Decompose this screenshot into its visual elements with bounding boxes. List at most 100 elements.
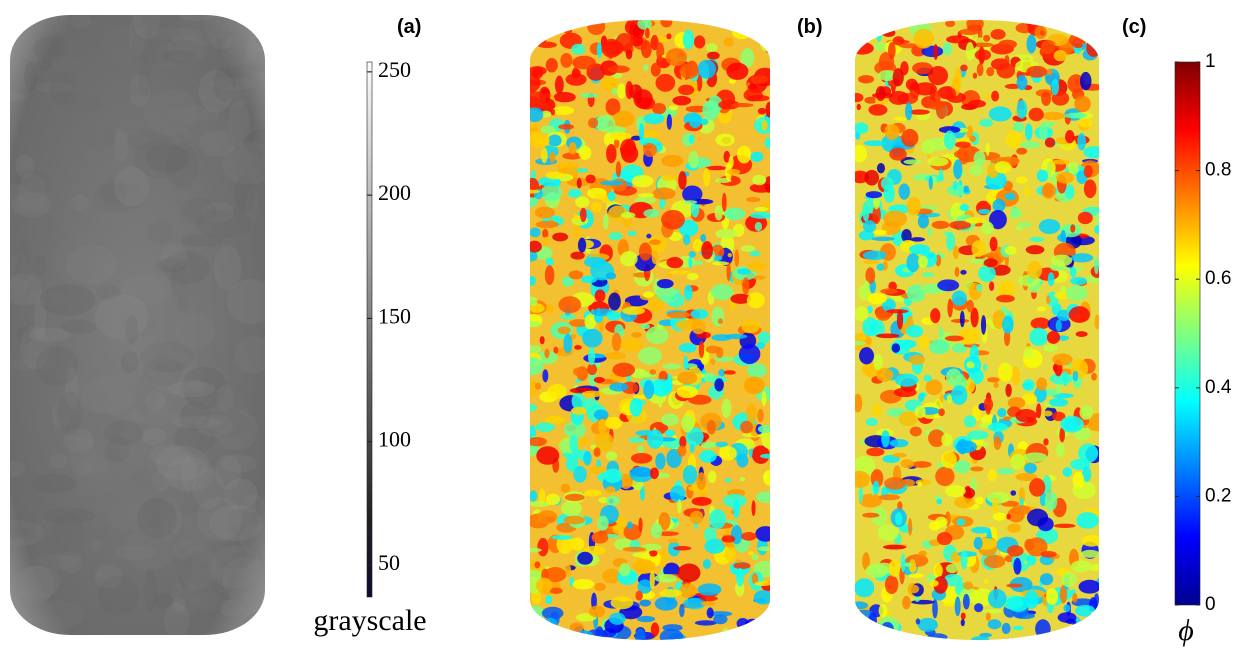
texture-blob xyxy=(568,142,577,155)
texture-blob xyxy=(563,421,586,439)
texture-blob xyxy=(144,89,198,136)
texture-blob xyxy=(1077,211,1093,225)
texture-blob xyxy=(709,509,727,530)
texture-blob xyxy=(148,351,201,395)
texture-blob xyxy=(857,74,875,84)
texture-blob xyxy=(587,20,606,36)
texture-blob xyxy=(867,305,873,314)
texture-blob xyxy=(154,43,182,71)
texture-blob xyxy=(991,90,1000,102)
texture-blob xyxy=(956,518,966,526)
texture-blob xyxy=(172,416,222,429)
texture-blob xyxy=(180,233,224,247)
texture-blob xyxy=(54,400,71,421)
texture-blob xyxy=(884,477,906,490)
texture-blob xyxy=(973,150,986,167)
texture-blob xyxy=(530,107,544,123)
texture-blob xyxy=(530,240,542,253)
texture-blob xyxy=(723,37,734,47)
texture-blob xyxy=(721,627,730,640)
texture-blob xyxy=(650,522,663,539)
texture-blob xyxy=(723,370,736,375)
texture-blob xyxy=(113,129,129,163)
texture-blob xyxy=(744,618,761,631)
texture-blob xyxy=(543,567,567,583)
texture-blob xyxy=(1060,285,1067,293)
texture-blob xyxy=(736,559,741,564)
texture-blob xyxy=(551,535,573,540)
texture-blob xyxy=(634,253,657,272)
texture-blob xyxy=(758,331,770,344)
texture-blob xyxy=(968,99,986,108)
texture-blob xyxy=(142,427,167,446)
texture-blob xyxy=(677,499,682,514)
texture-blob xyxy=(10,273,42,307)
texture-blob xyxy=(615,161,622,178)
texture-blob xyxy=(1046,20,1059,29)
texture-blob xyxy=(1085,274,1099,284)
texture-blob xyxy=(908,584,920,594)
texture-blob xyxy=(943,130,956,150)
texture-blob xyxy=(736,453,749,468)
texture-blob xyxy=(597,515,609,531)
texture-blob xyxy=(530,320,542,328)
texture-blob xyxy=(648,297,664,312)
texture-blob xyxy=(609,132,632,141)
texture-blob xyxy=(965,42,975,61)
texture-blob xyxy=(960,619,965,627)
texture-blob xyxy=(103,127,116,146)
texture-blob xyxy=(601,75,618,92)
texture-blob xyxy=(862,205,870,222)
texture-blob xyxy=(1006,583,1023,588)
texture-blob xyxy=(81,376,137,415)
texture-blob xyxy=(10,169,51,200)
texture-blob xyxy=(974,49,992,61)
texture-blob xyxy=(983,578,989,585)
texture-blob xyxy=(628,437,646,443)
texture-blob xyxy=(919,335,929,351)
texture-blob xyxy=(69,47,99,74)
texture-blob xyxy=(871,506,888,527)
texture-blob xyxy=(550,108,556,116)
texture-blob xyxy=(52,20,71,50)
texture-blob xyxy=(889,147,907,161)
texture-blob xyxy=(155,258,188,273)
texture-blob xyxy=(243,54,264,66)
texture-blob xyxy=(166,34,210,62)
texture-blob xyxy=(578,145,592,160)
texture-blob xyxy=(630,35,644,47)
texture-blob xyxy=(974,603,984,613)
texture-blob xyxy=(217,85,249,109)
texture-blob xyxy=(1053,523,1076,528)
texture-blob xyxy=(534,206,555,219)
texture-blob xyxy=(935,466,955,487)
texture-blob xyxy=(864,618,874,632)
texture-blob xyxy=(656,531,679,537)
texture-blob xyxy=(609,382,629,392)
texture-blob xyxy=(637,445,645,454)
texture-blob xyxy=(749,212,770,219)
texture-blob xyxy=(24,61,38,93)
texture-blob xyxy=(16,192,45,214)
texture-blob xyxy=(946,35,970,44)
texture-blob xyxy=(902,595,911,610)
texture-blob xyxy=(650,62,661,77)
texture-blob xyxy=(639,599,652,607)
texture-blob xyxy=(866,20,882,27)
texture-blob xyxy=(180,552,211,572)
texture-blob xyxy=(959,203,970,212)
texture-blob xyxy=(953,149,971,159)
texture-blob xyxy=(1055,442,1065,458)
texture-blob xyxy=(865,417,878,427)
texture-blob xyxy=(901,228,912,243)
texture-blob xyxy=(558,296,582,314)
texture-blob xyxy=(855,92,864,103)
texture-blob xyxy=(180,197,217,225)
texture-blob xyxy=(609,612,626,625)
texture-blob xyxy=(918,392,925,403)
texture-blob xyxy=(1007,397,1026,409)
texture-blob xyxy=(933,576,948,594)
texture-blob xyxy=(638,346,662,365)
texture-blob xyxy=(754,221,763,232)
